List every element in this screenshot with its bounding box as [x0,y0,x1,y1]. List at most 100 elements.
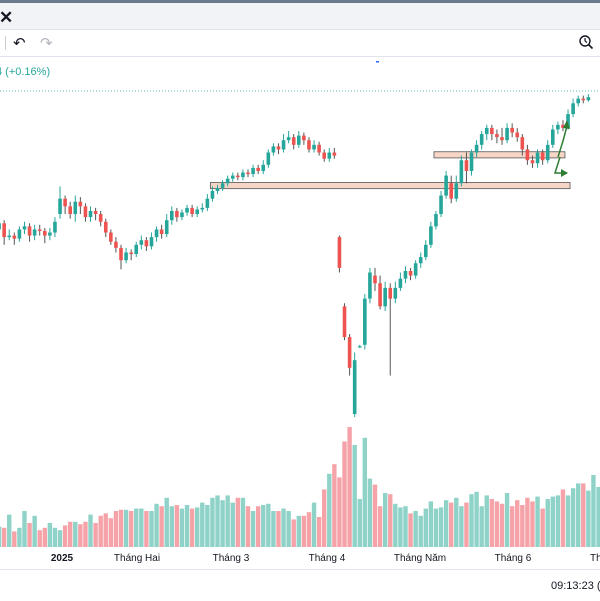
candle [393,281,398,304]
candle-body [144,240,149,247]
candle [225,175,230,187]
volume-bar [418,515,423,547]
volume-bar [118,509,124,547]
candle-body [454,183,459,199]
candle-body [236,175,240,178]
candle [357,344,362,348]
volume-bar [484,495,489,547]
candle [190,204,194,218]
volume-bar [17,527,22,547]
candle-body [185,207,189,213]
candle-body [246,172,250,175]
volume-bar [225,495,230,547]
candle-body [551,129,555,145]
volume-bar [159,506,164,547]
candle [215,184,220,195]
volume-bar [103,513,108,547]
candle [581,95,586,104]
candle [388,283,393,376]
volume-bar [469,494,474,547]
candle-body [495,134,499,138]
volume-bar [57,530,63,547]
candle-body [230,175,235,179]
candle-body [378,283,382,307]
redo-icon[interactable]: ↷ [40,35,53,52]
volume-bar [408,513,413,547]
candle-body [439,195,443,215]
close-icon[interactable]: ✕ [0,8,14,27]
candle [297,130,301,148]
candle [0,223,1,230]
candle [327,147,332,162]
candlestick-chart[interactable]: 2025 Tháng Hai Tháng 3 Tháng 4 Tháng Năm Thán… [0,56,600,569]
volume-bar [423,508,428,547]
candle [180,209,184,221]
volume-bar [443,500,449,547]
candle [246,169,250,178]
candle [159,224,164,239]
volume-bar [215,495,220,547]
candle [363,294,367,350]
volume-bar [494,501,500,547]
volume-bar [164,497,169,547]
candle-body [444,175,448,196]
volume-bar [42,527,47,547]
candle-body [12,235,17,239]
candle-body [119,247,123,261]
volume-bar [32,515,37,547]
volume-bar [113,511,119,547]
candle [535,149,540,168]
volume-bar [37,530,42,547]
volume-bar [1,527,7,547]
candle-body [68,206,72,215]
candle [12,232,17,245]
candle-body [63,198,67,207]
candle [510,123,514,138]
candle-body [540,152,545,161]
candle [119,244,123,270]
candle-body [134,244,139,255]
candle [48,227,52,241]
candle-body [109,232,113,242]
candle-body [337,237,342,268]
candle-body [175,210,179,218]
x-tick-label: Tháng Hai [114,553,160,564]
candle [17,226,22,242]
volume-bar [93,523,98,547]
candle-body [322,152,326,159]
candle [556,121,560,135]
price-series [0,94,591,418]
candle-body [576,98,580,104]
window-title-bar: ✕ [0,0,600,30]
x-tick-label: Tháng 3 [213,553,250,564]
candle [220,180,225,191]
candle [144,237,149,251]
candle-body [215,187,220,191]
volume-bar [154,503,159,547]
zoom-icon[interactable] [578,34,594,54]
volume-bar [398,507,403,547]
candle [383,281,387,311]
candle [307,137,311,153]
candle [571,98,575,118]
candle [185,204,189,216]
volume-bar [596,487,600,547]
volume-bar [347,427,352,547]
candle [479,130,484,150]
clock-readout: 09:13:23 ( [551,580,600,592]
candle-body [332,152,337,156]
candle [515,127,520,142]
candle [439,190,443,218]
candle-body [220,183,225,188]
candle-body [154,229,159,238]
candle [200,203,205,213]
volume-bar [535,496,540,547]
candle-body [98,214,103,222]
candle [271,143,276,156]
candle-body [342,306,347,338]
candle-body [581,98,586,101]
candle [154,226,159,242]
volume-bar [504,493,510,547]
undo-icon[interactable]: ↶ [13,35,26,52]
volume-bar [576,483,581,547]
